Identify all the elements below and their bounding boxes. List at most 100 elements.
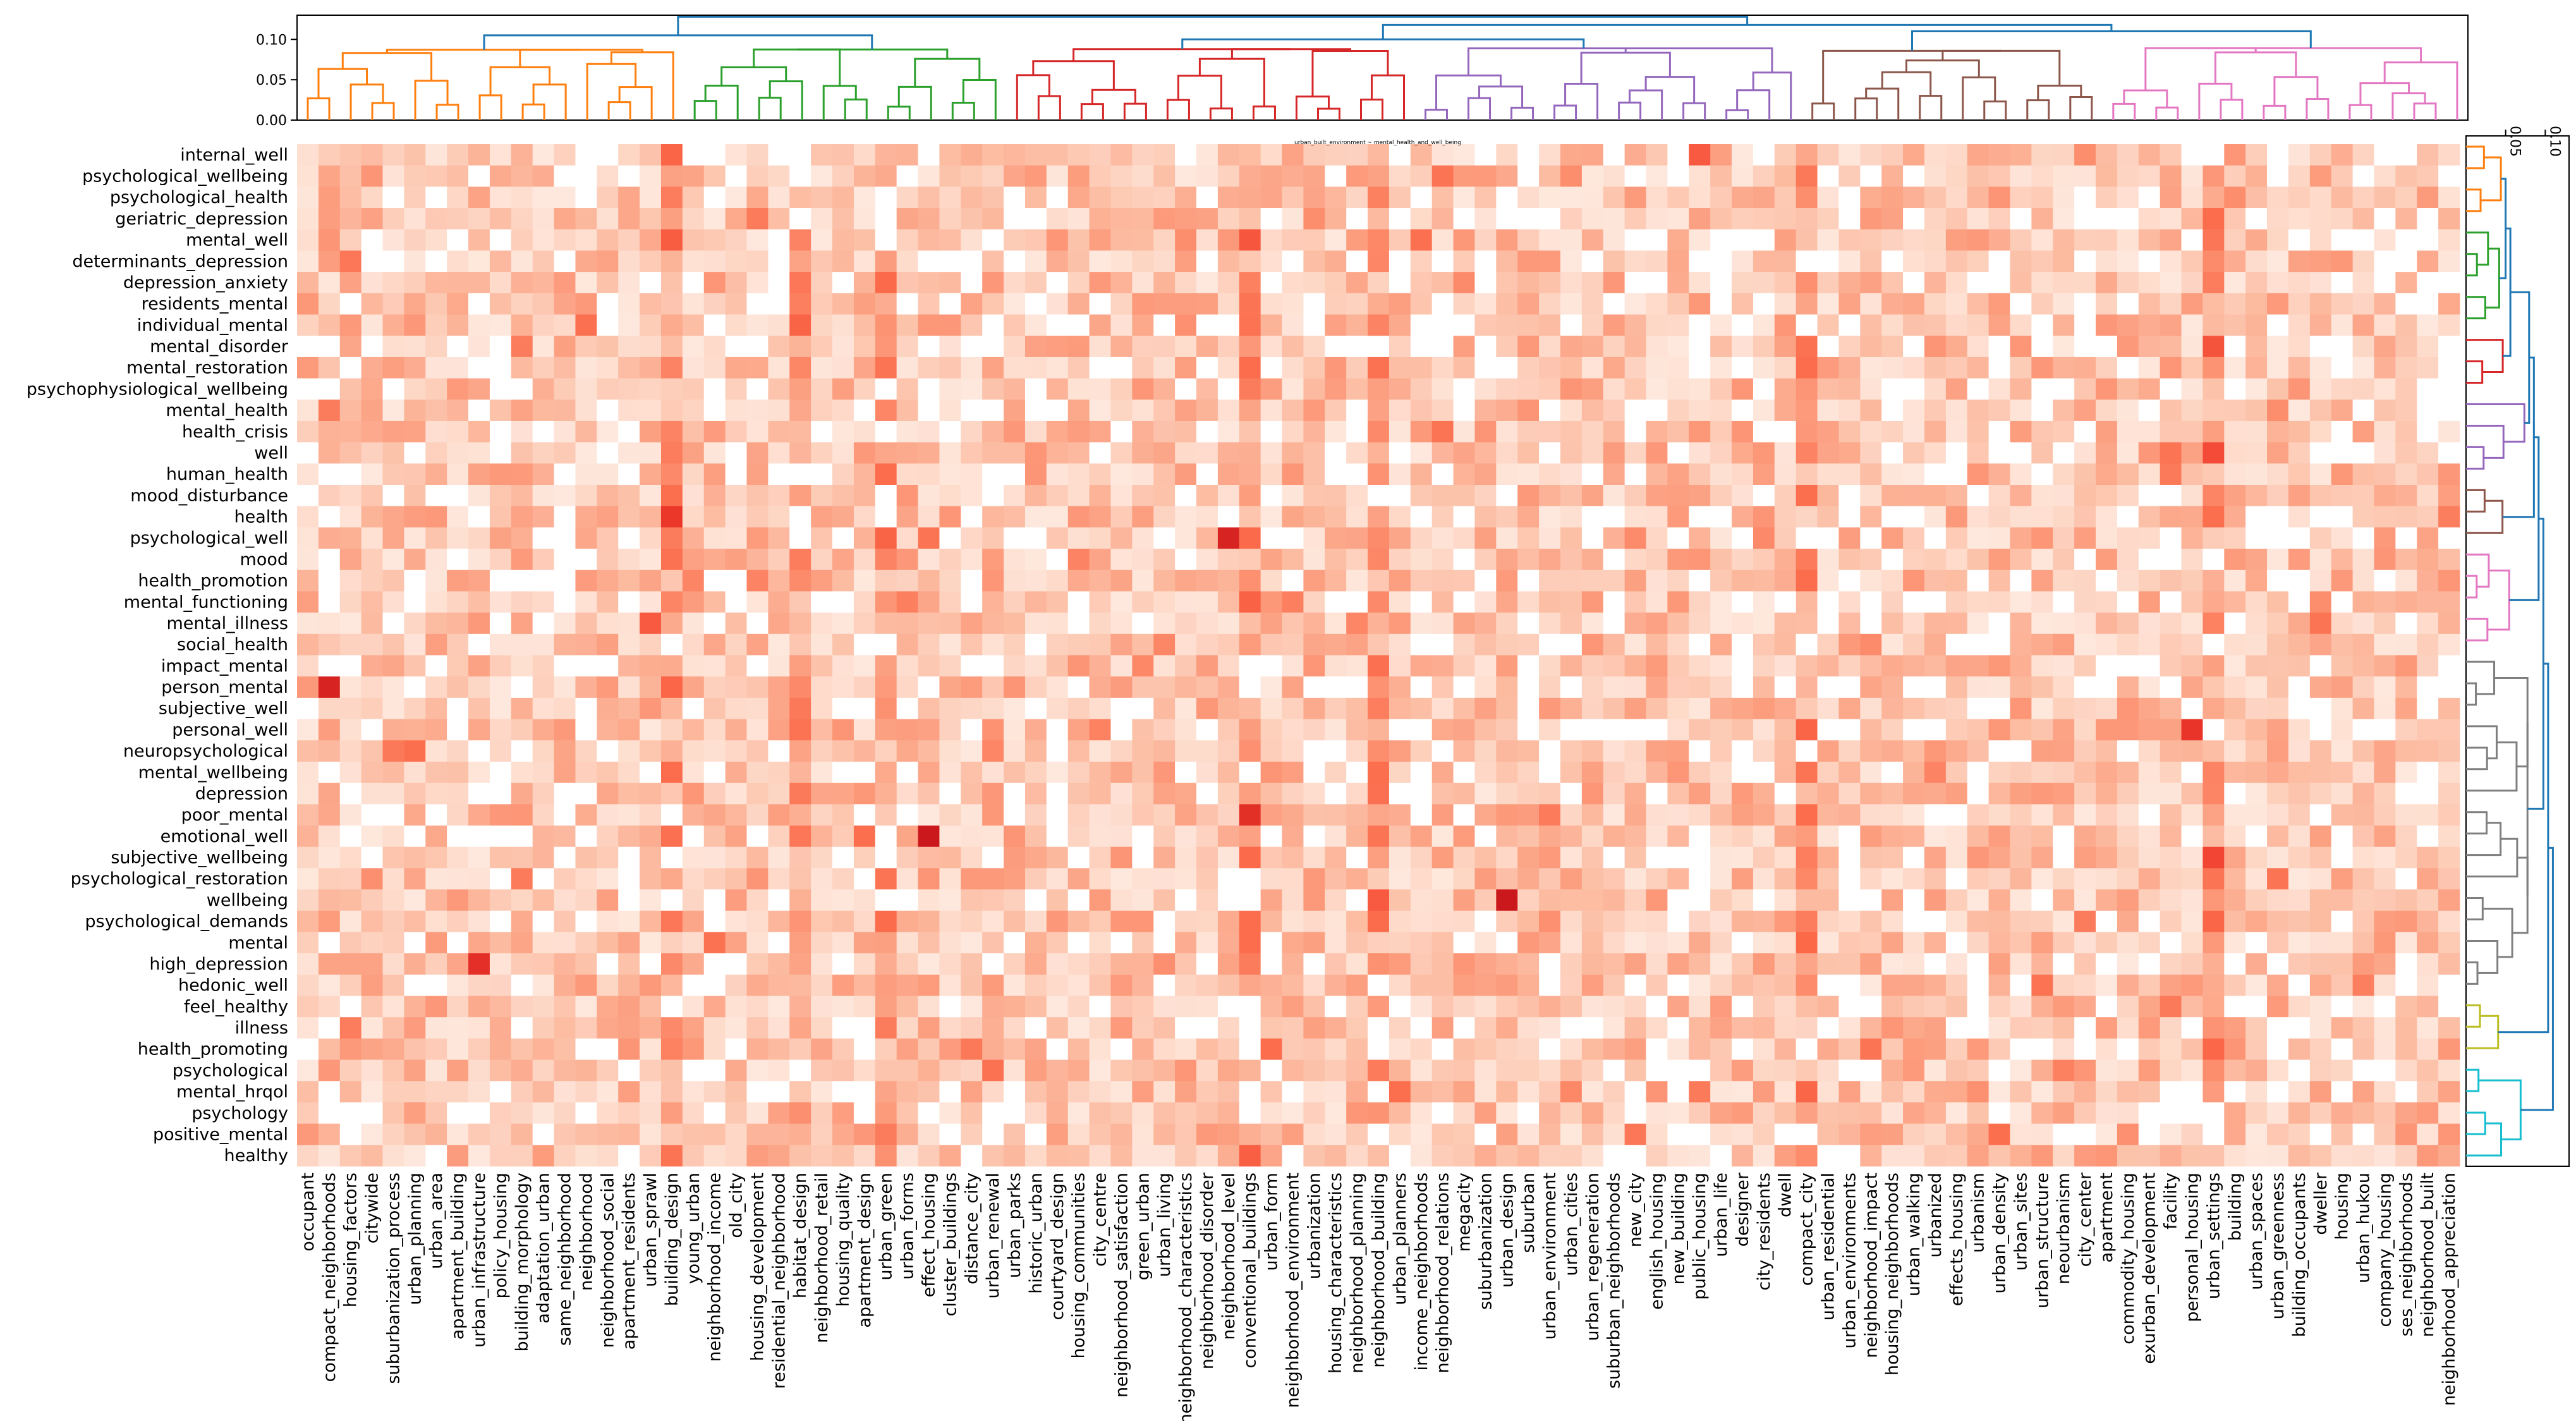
heatmap-cell [896, 1123, 918, 1145]
heatmap-cell [2395, 1017, 2417, 1039]
heatmap-cell [1603, 485, 1625, 507]
heatmap-cell [2202, 676, 2225, 698]
heatmap-cell [1132, 549, 1154, 571]
heatmap-cell [1667, 549, 1689, 571]
heatmap-cell [746, 697, 769, 719]
column-label: suburban_neighborhoods [1605, 1173, 1624, 1389]
heatmap-cell [875, 357, 897, 379]
heatmap-cell [1860, 761, 1882, 784]
heatmap-cell [2438, 1145, 2460, 1167]
heatmap-cell [725, 932, 747, 954]
heatmap-cell [640, 420, 662, 443]
heatmap-cell [1903, 676, 1925, 698]
heatmap-cell [2352, 591, 2374, 613]
heatmap-cell [2224, 868, 2246, 890]
heatmap-cell [725, 826, 747, 848]
heatmap-cell [2288, 399, 2311, 422]
heatmap-cell [832, 1038, 854, 1060]
row-label: illness [235, 1018, 288, 1038]
heatmap-cell [2181, 719, 2203, 741]
row-label: impact_mental [161, 656, 288, 676]
heatmap-cell [1132, 740, 1154, 762]
heatmap-cell [1560, 463, 1583, 485]
heatmap-cell [468, 314, 490, 336]
heatmap-cell [2331, 463, 2353, 485]
heatmap-cell [1560, 1017, 1583, 1039]
heatmap-cell [1945, 442, 1968, 464]
heatmap-cell [961, 676, 983, 698]
heatmap-cell [2202, 719, 2225, 741]
heatmap-cell [318, 591, 341, 613]
heatmap-cell [1581, 357, 1604, 379]
heatmap-cell [896, 336, 918, 358]
heatmap-cell [575, 613, 597, 635]
heatmap-cell [982, 399, 1004, 422]
heatmap-cell [2031, 1038, 2053, 1060]
heatmap-cell [682, 250, 705, 272]
heatmap-cell [1453, 336, 1475, 358]
heatmap-cell [575, 697, 597, 719]
heatmap-cell [1110, 868, 1133, 890]
heatmap-cell [1710, 761, 1732, 784]
heatmap-cell [297, 1102, 319, 1125]
heatmap-cell [1346, 1059, 1368, 1082]
heatmap-cell [1817, 740, 1839, 762]
heatmap-cell [2288, 357, 2311, 379]
heatmap-cell [447, 186, 469, 209]
heatmap-cell [2031, 868, 2053, 890]
heatmap-cell [2181, 442, 2203, 464]
heatmap-cell [2117, 591, 2139, 613]
heatmap-cell [511, 974, 533, 996]
heatmap-cell [1710, 463, 1732, 485]
heatmap-cell [2331, 633, 2353, 656]
heatmap-cell [2224, 719, 2246, 741]
heatmap-cell [2010, 1038, 2032, 1060]
heatmap-cell [468, 676, 490, 698]
heatmap-cell [1346, 293, 1368, 315]
heatmap-cell [575, 144, 597, 166]
heatmap-cell [1046, 1145, 1069, 1167]
heatmap-cell [746, 1145, 769, 1167]
heatmap-cell [1603, 719, 1625, 741]
heatmap-cell [1881, 846, 1904, 869]
heatmap-cell [1753, 868, 1775, 890]
heatmap-cell [1603, 1017, 1625, 1039]
heatmap-cell [468, 1123, 490, 1145]
heatmap-cell [1004, 420, 1026, 443]
heatmap-cell [1175, 144, 1197, 166]
heatmap-cell [2224, 144, 2246, 166]
heatmap-cell [660, 549, 683, 571]
heatmap-cell [1903, 399, 1925, 422]
heatmap-cell [1753, 293, 1775, 315]
heatmap-cell [1368, 463, 1390, 485]
heatmap-cell [447, 1123, 469, 1145]
heatmap-cell [425, 314, 447, 336]
heatmap-cell [1153, 826, 1176, 848]
heatmap-cell [597, 953, 619, 975]
heatmap-cell [2138, 910, 2161, 932]
heatmap-cell [1710, 357, 1732, 379]
heatmap-cell [2053, 761, 2075, 784]
heatmap-cell [1732, 740, 1754, 762]
heatmap-cell [1239, 250, 1261, 272]
heatmap-cell [1239, 1102, 1261, 1125]
heatmap-cell [1667, 633, 1689, 656]
heatmap-cell [468, 570, 490, 592]
heatmap-cell [532, 463, 554, 485]
heatmap-cell [2288, 442, 2311, 464]
heatmap-cell [2309, 250, 2332, 272]
heatmap-cell [1046, 165, 1069, 187]
heatmap-cell [2331, 378, 2353, 400]
heatmap-cell [489, 740, 512, 762]
heatmap-cell [1046, 1123, 1069, 1145]
heatmap-cell [468, 1145, 490, 1167]
heatmap-cell [1067, 208, 1090, 230]
heatmap-cell [789, 868, 811, 890]
heatmap-cell [1838, 272, 1861, 294]
heatmap-cell [1046, 570, 1069, 592]
heatmap-cell [404, 272, 426, 294]
heatmap-cell [361, 144, 383, 166]
heatmap-cell [1539, 336, 1561, 358]
heatmap-cell [1110, 229, 1133, 251]
heatmap-cell [554, 357, 576, 379]
